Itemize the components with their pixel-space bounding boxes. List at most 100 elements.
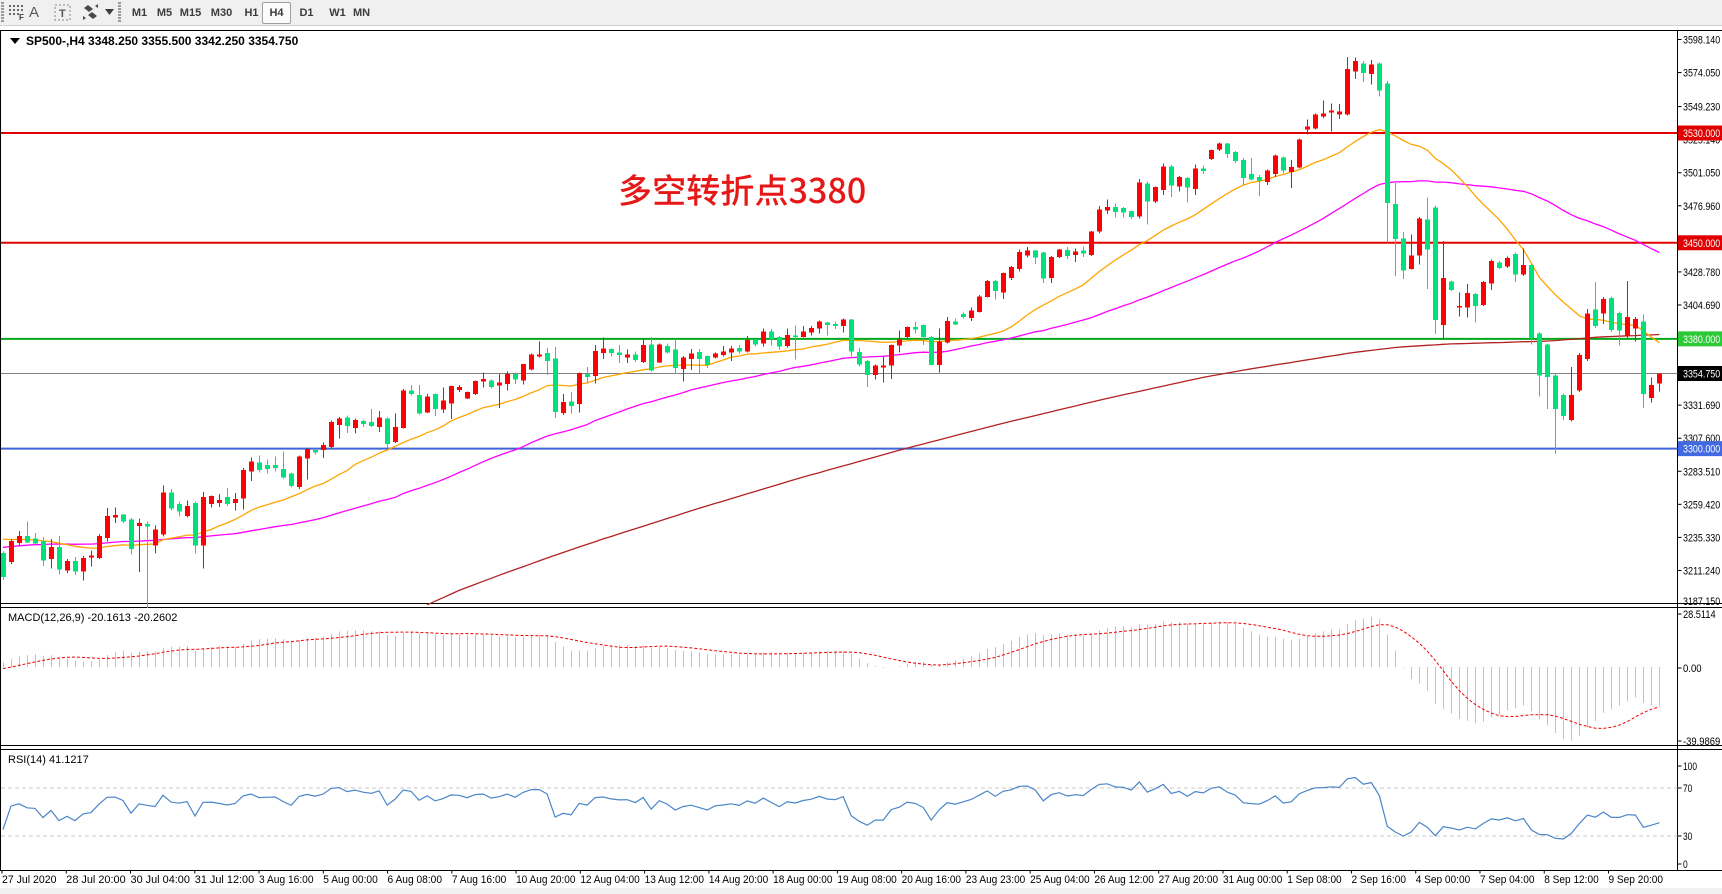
price-line-label: 3300.000 [1683, 444, 1720, 456]
horizontal-price-lines[interactable] [1, 132, 1678, 450]
annotation-text[interactable] [620, 173, 865, 206]
candle-body [1089, 231, 1094, 255]
candle-body [1601, 299, 1606, 314]
timeframe-button-MN[interactable]: MN [352, 7, 371, 19]
timeframe-button-M1[interactable]: M1 [131, 7, 148, 19]
candle-body [1097, 209, 1102, 232]
toolbar-drag-handle[interactable] [116, 0, 124, 24]
candle-body [1017, 252, 1022, 269]
y-axis-label: 3259.420 [1683, 499, 1720, 511]
indicator-arrows-icon[interactable] [80, 0, 102, 24]
candle-body [1521, 265, 1526, 275]
icon-shape [1, 2, 4, 22]
candle-body [785, 335, 790, 347]
x-axis-label: 27 Jul 2020 [2, 874, 57, 886]
price-line-label-box [1678, 235, 1722, 251]
time-axis[interactable]: 27 Jul 2020 28 Jul 20:00 30 Jul 04:00 31 Ju… [1, 870, 1663, 887]
text-label-icon[interactable]: A [26, 0, 42, 24]
timeframe-button-D1[interactable]: D1 [299, 7, 314, 19]
icon-shape [54, 4, 70, 20]
candle-body [473, 381, 478, 394]
timeframe-button-M15[interactable]: M15 [179, 7, 202, 19]
candle-body [585, 373, 590, 378]
timeframe-button-M5[interactable]: M5 [156, 7, 173, 19]
candle-body [89, 555, 94, 558]
candle-body [113, 515, 118, 518]
chart-annotation[interactable] [620, 173, 865, 206]
rsi-scale-label: 30 [1683, 831, 1692, 843]
candle-body [1105, 206, 1110, 211]
candle-body [201, 497, 206, 546]
candle-body [705, 356, 710, 365]
candle-body [1401, 238, 1406, 271]
timeframe-button-M30[interactable]: M30 [210, 7, 233, 19]
candle-body [569, 401, 574, 407]
candle-body [537, 354, 542, 357]
icon-shape [21, 9, 23, 11]
rsi-line [2, 776, 1660, 840]
text-box-icon[interactable]: T [52, 0, 72, 24]
icon-graphic [118, 2, 121, 22]
candle-body [1657, 373, 1662, 384]
candle-body [1305, 126, 1310, 130]
rsi-scale-label: 70 [1683, 783, 1692, 795]
ma-slow-line [426, 333, 1660, 606]
candle-body [193, 503, 198, 546]
candle-body [1577, 355, 1582, 391]
candle-body [1113, 206, 1118, 212]
candle-body [689, 353, 694, 360]
x-axis-label: 7 Aug 16:00 [452, 874, 507, 886]
candle-body [1505, 257, 1510, 267]
candle-body [409, 390, 414, 394]
y-axis-label: 3187.150 [1683, 596, 1720, 608]
candle-body [1617, 313, 1622, 331]
candle-body [137, 523, 142, 527]
timeframe-button-W1[interactable]: W1 [329, 7, 346, 19]
macd-scale-label: -39.9869 [1683, 736, 1720, 748]
candle-body [345, 417, 350, 426]
candle-body [657, 344, 662, 363]
candle-body [1041, 252, 1046, 279]
candle-body [1001, 273, 1006, 293]
candle-body [1345, 69, 1350, 115]
timeframe-button-H1[interactable]: H1 [244, 7, 259, 19]
candle-body [1609, 298, 1614, 331]
toolbar-left-drag-handle[interactable] [0, 0, 6, 24]
candle-body [273, 465, 278, 468]
candle-body [185, 505, 190, 516]
candle-body [441, 400, 446, 410]
candle-body [593, 350, 598, 376]
candle-body [65, 561, 70, 571]
candle-body [817, 321, 822, 329]
dropdown-caret-icon[interactable] [102, 0, 116, 24]
candle-body [753, 339, 758, 345]
x-axis-label: 25 Aug 04:00 [1030, 874, 1089, 886]
candle-body [1217, 143, 1222, 150]
price-scale[interactable]: 3598.1403574.0503549.2303525.1403501.050… [1677, 34, 1722, 608]
rsi-panel: RSI(14) 41.1217 100 70 30 0 [1, 754, 1697, 871]
price-line-label: 3354.750 [1683, 369, 1720, 381]
y-axis-label: 3501.050 [1683, 168, 1720, 180]
candle-body [1161, 166, 1166, 190]
candle-body [33, 538, 38, 544]
symbol-dropdown-icon[interactable] [10, 38, 20, 44]
candle-body [1409, 255, 1414, 269]
new-order-grid-icon[interactable]: F [6, 0, 28, 24]
icon-graphic [83, 4, 98, 20]
price-line-label-box [1678, 331, 1722, 347]
candle-body [1201, 168, 1206, 171]
candle-body [1297, 139, 1302, 168]
candle-body [833, 323, 838, 327]
candle-body [177, 504, 182, 512]
candle-body [1281, 157, 1286, 171]
x-axis-label: 14 Aug 20:00 [709, 874, 768, 886]
timeframe-button-H4[interactable]: H4 [262, 2, 291, 24]
ma-mid-line [2, 180, 1660, 548]
macd-scale-label: 0.00 [1683, 663, 1702, 675]
candle-body [577, 373, 582, 405]
icon-shape [84, 5, 93, 12]
x-axis-label: 6 Aug 08:00 [388, 874, 443, 886]
bottom-strip [0, 888, 1722, 894]
symbol-title: SP500-,H4 3348.250 3355.500 3342.250 335… [10, 34, 299, 48]
candle-body [1193, 168, 1198, 190]
